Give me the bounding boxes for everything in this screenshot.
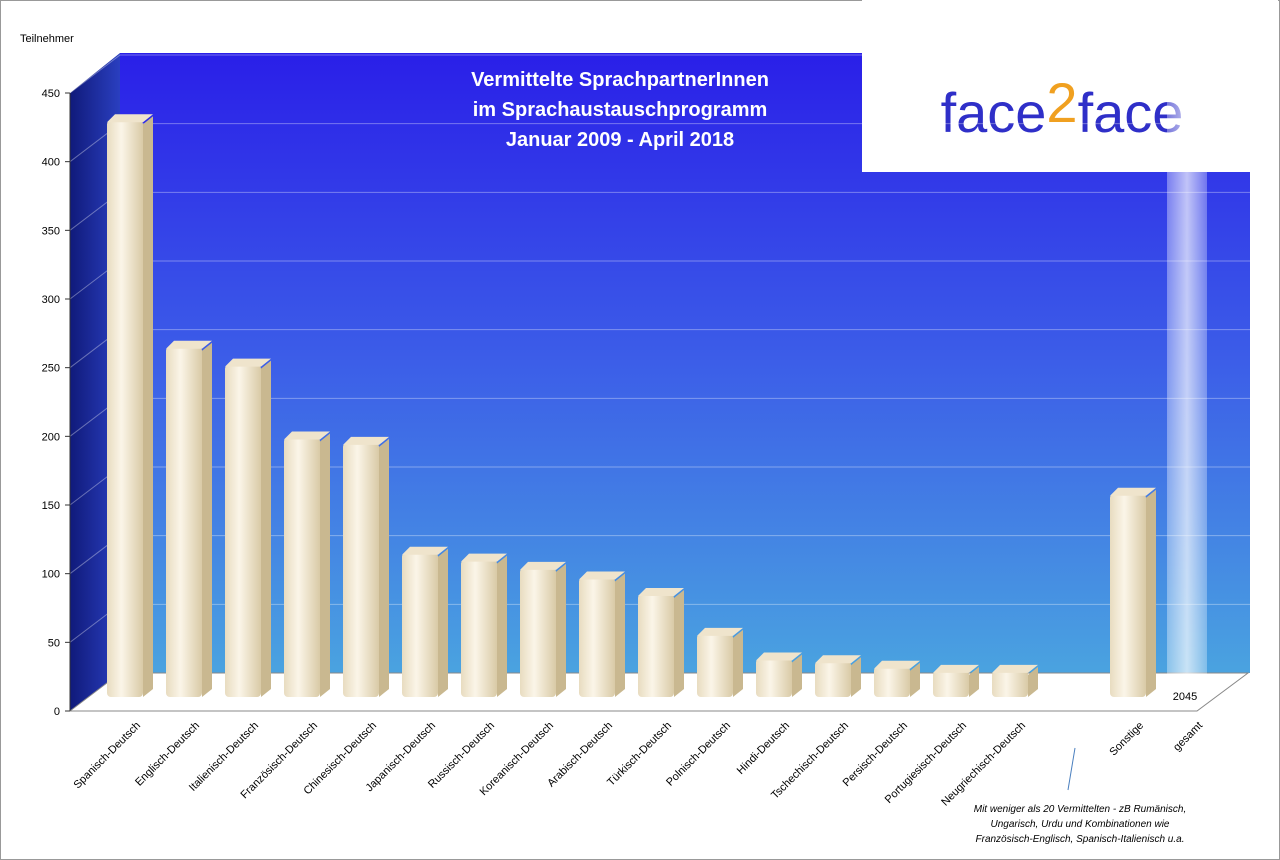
bar-shadow <box>202 342 212 697</box>
bar-shadow <box>261 360 271 697</box>
bar-cap <box>107 114 153 123</box>
bar <box>638 594 674 697</box>
bar <box>1110 493 1146 697</box>
value-label: 2045 <box>1173 691 1197 703</box>
bar-cap <box>874 660 920 669</box>
y-tick-label: 400 <box>42 157 60 169</box>
bar-cap <box>225 358 271 367</box>
bar-cap <box>461 553 507 562</box>
note: Französisch-Englisch, Spanisch-Italienis… <box>976 834 1185 845</box>
y-tick-label: 350 <box>42 225 60 237</box>
bar <box>343 442 379 697</box>
y-tick-label: 200 <box>42 431 60 443</box>
logo-part: 2 <box>1046 71 1077 134</box>
grid-line <box>69 54 1250 94</box>
bar-cap <box>284 431 330 440</box>
bar <box>933 670 969 697</box>
bar-cap <box>697 627 743 636</box>
bar-cap <box>815 655 861 664</box>
bar-shadow <box>733 629 743 697</box>
bar <box>579 577 615 697</box>
note: Ungarisch, Urdu und Kombinationen wie <box>991 819 1170 830</box>
bar <box>756 658 792 697</box>
y-tick-label: 150 <box>42 500 60 512</box>
y-tick-label: 0 <box>54 706 60 718</box>
logo: face2face <box>941 71 1184 144</box>
bar-cap <box>402 546 448 555</box>
bar <box>874 666 910 697</box>
title-line: im Sprachaustauschprogramm <box>473 99 768 121</box>
bar-shadow <box>1146 489 1156 697</box>
bar-cap <box>992 664 1038 673</box>
bar-shadow <box>910 662 920 697</box>
bar-cap <box>343 436 389 445</box>
bar-shadow <box>320 433 330 697</box>
y-tick-label: 100 <box>42 569 60 581</box>
bar <box>1167 53 1207 697</box>
y-axis-label: Teilnehmer <box>20 33 74 45</box>
logo-part: face <box>941 81 1047 144</box>
bar <box>992 670 1028 697</box>
logo-box <box>862 0 1278 172</box>
logo-part: face <box>1078 81 1184 144</box>
bar-shadow <box>615 573 625 697</box>
bar <box>402 552 438 697</box>
bar-cap <box>933 664 979 673</box>
note: Mit weniger als 20 Vermittelten - zB Rum… <box>974 804 1187 815</box>
y-tick-label: 250 <box>42 363 60 375</box>
bar <box>284 437 320 697</box>
bar <box>166 346 202 697</box>
bar-cap <box>756 652 802 661</box>
title: Vermittelte SprachpartnerInnen im Spracha… <box>471 69 769 151</box>
title-line: Januar 2009 - April 2018 <box>506 129 734 151</box>
bar-shadow <box>438 548 448 697</box>
y-tick-label: 50 <box>48 637 60 649</box>
y-tick-label: 300 <box>42 294 60 306</box>
bar <box>520 567 556 697</box>
bar-shadow <box>379 438 389 697</box>
bar-shadow <box>497 555 507 697</box>
bar-cap <box>520 561 566 570</box>
bar-cap <box>166 340 212 349</box>
bar-shadow <box>674 590 684 697</box>
title-line: Vermittelte SprachpartnerInnen <box>471 69 769 91</box>
bar-shadow <box>556 563 566 697</box>
bar-shadow <box>143 116 153 697</box>
bar-cap <box>638 588 684 596</box>
bar-cap <box>1110 487 1156 496</box>
bar <box>225 364 261 697</box>
bar <box>107 120 143 697</box>
bar <box>815 661 851 697</box>
bar-shadow <box>1028 666 1038 697</box>
bar-shadow <box>792 654 802 697</box>
y-tick-label: 450 <box>42 88 60 100</box>
note-pointer <box>1067 747 1076 791</box>
back-wall <box>120 53 1250 673</box>
bar-shadow <box>851 657 861 697</box>
bar <box>461 559 497 697</box>
bar-shadow <box>969 666 979 697</box>
bar <box>697 633 733 697</box>
bar-cap <box>579 571 625 580</box>
bars <box>107 53 1207 697</box>
